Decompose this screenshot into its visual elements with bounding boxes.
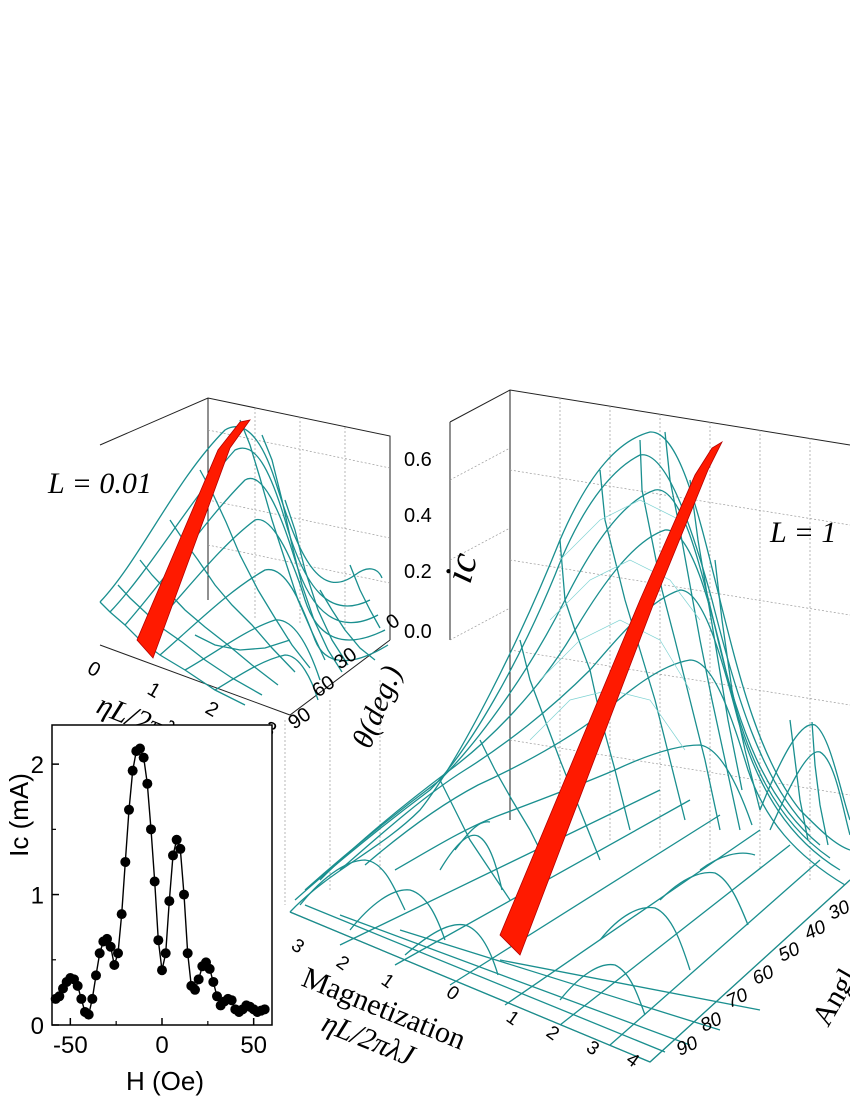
small-x-tick: 2 <box>202 697 223 722</box>
small-x-tick: 1 <box>144 678 165 703</box>
inset-data-point <box>204 963 215 974</box>
small-z-tick: 0.6 <box>404 449 432 471</box>
inset-data-point <box>105 941 116 952</box>
small-mesh-surface <box>99 419 389 706</box>
inset-y-tick-label: 2 <box>31 752 44 779</box>
inset-data-point <box>208 976 219 987</box>
large-angle-label: Angl <box>805 963 850 1031</box>
inset-data-point <box>72 980 83 991</box>
small-theta-tick: 30 <box>330 643 361 674</box>
inset-data-point <box>171 834 182 845</box>
small-theta-label: θ(deg.) <box>346 661 409 753</box>
large-x-tick: 2 <box>542 1022 563 1045</box>
inset-data-point <box>182 948 193 959</box>
inset-y-tick-label: 0 <box>31 1013 44 1040</box>
large-x-tick: 4 <box>622 1049 643 1073</box>
large-x-tick: 1 <box>502 1007 523 1030</box>
large-x-tick: 3 <box>287 935 308 958</box>
inset-data-point <box>138 752 149 763</box>
inset-x-tick-label: 0 <box>155 1032 168 1059</box>
inset-data-point <box>54 991 65 1002</box>
inset-data-point <box>83 1009 94 1020</box>
inset-series-points <box>50 743 270 1020</box>
inset-data-point <box>153 935 164 946</box>
inset-data-point <box>149 876 160 887</box>
large-mesh-surface <box>289 431 850 1063</box>
inset-data-point <box>94 948 105 959</box>
large-angle-tick: 70 <box>723 984 751 1012</box>
large-angle-tick: 80 <box>697 1008 725 1036</box>
inset-x-tick-label: 50 <box>240 1032 267 1059</box>
inset-data-point <box>87 993 98 1004</box>
inset-tick-labels: -50 0 50 0 1 2 <box>31 752 267 1059</box>
small-grid <box>207 429 391 469</box>
small-z-tick: 0.0 <box>404 621 432 643</box>
large-angle-ticks: 30 40 50 60 70 80 90 <box>673 896 850 1060</box>
inset-y-tick-label: 1 <box>31 883 44 910</box>
large-red-ridge <box>499 440 723 956</box>
inset-data-point <box>109 960 120 970</box>
inset-axes <box>51 724 273 1026</box>
inset-x-tick-label: -50 <box>53 1032 88 1059</box>
inset-data-point <box>127 765 138 776</box>
inset-data-point <box>164 896 175 907</box>
small-3d-panel: L = 0.01 0.6 0.4 0.2 0.0 0 1 2 3 ηL/2πλJ… <box>47 397 432 755</box>
large-angle-tick: 30 <box>825 896 850 924</box>
small-red-ridge <box>136 419 251 659</box>
large-angle-tick: 50 <box>775 938 803 966</box>
inset-data-point <box>179 889 189 900</box>
small-z-tick: 0.2 <box>404 561 432 583</box>
small-x-tick: 0 <box>84 657 105 682</box>
large-angle-tick: 60 <box>749 961 777 989</box>
inset-data-point <box>157 965 167 976</box>
inset-data-point <box>212 991 222 1002</box>
inset-data-point <box>116 909 127 920</box>
inset-data-point <box>146 824 156 835</box>
inset-data-point <box>160 948 171 959</box>
inset-scatter-chart: -50 0 50 0 1 2 H (Oe) Ic (mA) <box>4 724 273 1096</box>
inset-data-point <box>120 856 131 867</box>
small-theta-tick: 0 <box>382 610 404 634</box>
inset-data-point <box>193 974 204 985</box>
inset-data-point <box>259 1004 270 1015</box>
inset-data-point <box>168 850 178 861</box>
small-box-base <box>99 639 391 716</box>
large-x-tick: 3 <box>582 1037 603 1060</box>
inset-data-point <box>76 993 87 1004</box>
large-x-tick: 0 <box>442 982 463 1005</box>
inset-y-label: Ic (mA) <box>4 773 34 857</box>
small-z-tick: 0.4 <box>404 505 432 527</box>
large-panel-label: L = 1 <box>769 516 836 549</box>
inset-data-point <box>124 804 134 815</box>
inset-data-point <box>102 933 112 944</box>
inset-data-point <box>91 970 101 981</box>
large-3d-panel: L = 1 ic 4 3 2 1 0 1 2 3 4 Magnetization… <box>252 389 850 1073</box>
large-z-label: ic <box>435 548 486 588</box>
small-panel-label: L = 0.01 <box>47 467 152 500</box>
inset-data-point <box>226 995 237 1006</box>
inset-x-label: H (Oe) <box>126 1066 204 1096</box>
inset-data-point <box>142 778 153 789</box>
small-theta-tick: 90 <box>284 703 315 734</box>
inset-data-point <box>175 843 186 854</box>
inset-data-point <box>135 743 145 754</box>
inset-background <box>52 725 272 1025</box>
inset-data-point <box>190 984 200 995</box>
small-z-ticks: 0.6 0.4 0.2 0.0 <box>404 449 432 643</box>
inset-data-point <box>113 948 123 959</box>
